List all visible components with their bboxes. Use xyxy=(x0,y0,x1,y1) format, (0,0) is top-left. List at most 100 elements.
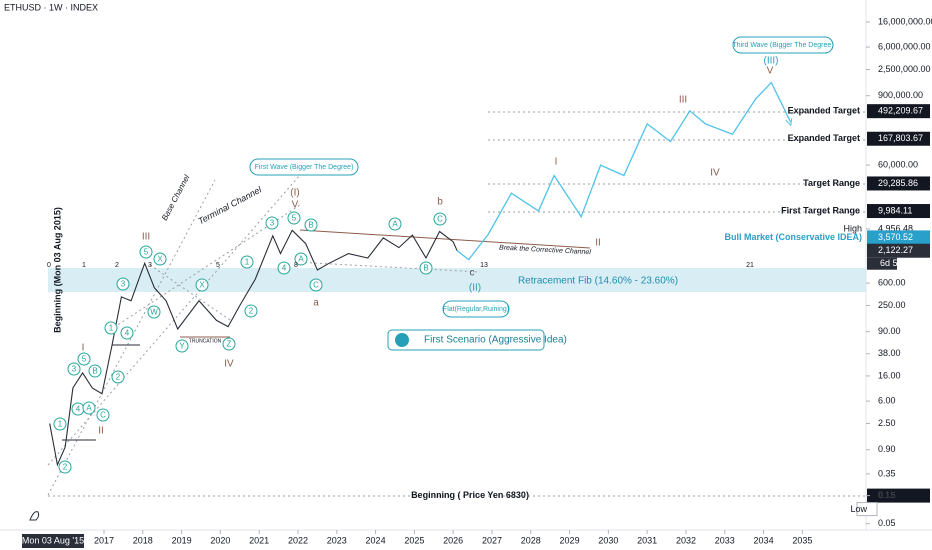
wave-label: W xyxy=(150,308,158,317)
marker-name: Low xyxy=(850,504,867,514)
annotation: Break the Corrective Channel xyxy=(499,244,592,256)
price-tag xyxy=(867,488,930,503)
y-tick-label: 6,000,000.00 xyxy=(878,41,931,51)
wave-label: 2 xyxy=(63,463,68,472)
corrective-channel xyxy=(299,229,591,249)
price-tag xyxy=(867,176,930,191)
wave-label: b xyxy=(437,197,443,208)
wave-circle xyxy=(175,339,189,353)
fib-time-label: 0 xyxy=(47,262,51,269)
y-tick-label: 0.35 xyxy=(878,468,896,478)
x-tick-label: 2033 xyxy=(715,535,735,545)
price-tag-label: 9,984.11 xyxy=(878,205,912,215)
terminal-channel-line xyxy=(47,174,301,466)
wave-label: 4 xyxy=(125,329,130,338)
x-tick-label: 2022 xyxy=(288,535,308,545)
wave-label: A xyxy=(86,404,92,413)
fib-time-label: 1 xyxy=(82,262,86,269)
wave-circle xyxy=(147,305,161,319)
wave-circle xyxy=(304,218,318,232)
price-tag-label: 167,803.67 xyxy=(878,133,923,143)
wave-circle xyxy=(433,212,447,226)
price-label: 4,956.48 xyxy=(878,223,913,233)
scenario-icon xyxy=(395,333,409,347)
x-tick-label: 2035 xyxy=(792,535,812,545)
wave-circle xyxy=(195,278,209,292)
price-line xyxy=(49,229,458,467)
price-tag-label: 0.15 xyxy=(878,490,896,500)
fib-time-label: 2 xyxy=(115,262,119,269)
marker-name: Target Range xyxy=(803,178,860,188)
low-box xyxy=(856,502,878,517)
fib-time-label: 8 xyxy=(294,262,298,269)
x-tick-label: 2023 xyxy=(327,535,347,545)
wave-label: A xyxy=(298,255,304,264)
wave-circle xyxy=(309,278,323,292)
countdown: 6d 5h xyxy=(880,258,903,268)
wave-label: C xyxy=(313,281,319,290)
marker-name: Beginning ( Price Yen 6830) xyxy=(411,490,529,500)
wave-label: I xyxy=(555,157,558,168)
annotation: Flat(Regular,Ruining) xyxy=(443,306,509,313)
x-tick-label: 2028 xyxy=(521,535,541,545)
wave-circle xyxy=(58,460,72,474)
wave-circle xyxy=(287,211,301,225)
wave-label: II xyxy=(98,426,104,437)
wave-label: C xyxy=(437,215,443,224)
fib-time-label: 13 xyxy=(480,262,488,269)
y-tick-label: 90.00 xyxy=(878,326,901,336)
price-tag xyxy=(867,131,930,146)
annotation: First Wave (Bigger The Degree) xyxy=(255,164,354,171)
x-tick-label: 2021 xyxy=(249,535,269,545)
x-tick-label: 2020 xyxy=(210,535,230,545)
y-tick-label: 60,000.00 xyxy=(878,159,918,169)
wave-circle xyxy=(77,352,91,366)
wave-label: Z xyxy=(227,340,232,349)
annotation: Retracement Fib (14.60% - 23.60%) xyxy=(518,276,678,287)
wave-label: B xyxy=(92,367,97,376)
wave-circle xyxy=(82,401,96,415)
wave-label: B xyxy=(308,221,313,230)
wave-circle xyxy=(53,417,67,431)
x-tick-label: 2032 xyxy=(676,535,696,545)
wave-label: a xyxy=(313,298,319,309)
wave-label: III xyxy=(679,95,687,106)
wave-label: IV xyxy=(710,168,720,179)
wave-label: IV xyxy=(224,359,234,370)
wave-circle xyxy=(265,216,279,230)
y-tick-label: 16,000,000.00 xyxy=(878,16,932,26)
logo xyxy=(29,511,40,521)
y-tick-label: 900,000.00 xyxy=(878,90,923,100)
wave-circle xyxy=(88,364,102,378)
wave-label: 5 xyxy=(144,248,149,257)
annotation-box xyxy=(732,36,834,54)
crosshair-date: Mon 03 Aug '15 xyxy=(22,535,84,545)
wave-label: X xyxy=(157,255,163,264)
wave-circle xyxy=(244,304,258,318)
chart-title: ETHUSD · 1W · INDEX xyxy=(4,2,98,12)
x-tick-label: 2030 xyxy=(598,535,618,545)
channel-line xyxy=(294,261,481,273)
y-tick-label: 0.90 xyxy=(878,444,896,454)
y-tick-label: 38.00 xyxy=(878,348,901,358)
x-tick-label: 2024 xyxy=(366,535,386,545)
x-tick-label: 2018 xyxy=(133,535,153,545)
y-tick-label: 0.05 xyxy=(878,518,896,528)
wave-circle xyxy=(222,337,236,351)
wave-label: 2 xyxy=(249,307,254,316)
wave-label: A xyxy=(392,220,398,229)
wave-label: (I) xyxy=(290,188,299,199)
wave-label: III xyxy=(142,232,150,243)
wave-circle xyxy=(419,261,433,275)
y-tick-label: 2.50 xyxy=(878,418,896,428)
wave-circle xyxy=(139,245,153,259)
x-tick-label: 2029 xyxy=(560,535,580,545)
wave-label: Y xyxy=(179,342,185,351)
wave-label: 3 xyxy=(72,365,77,374)
wave-label: 4 xyxy=(76,405,81,414)
countdown-box xyxy=(867,257,897,270)
x-tick-label: 2019 xyxy=(172,535,192,545)
retracement-zone xyxy=(48,268,866,292)
wave-label: 5 xyxy=(82,355,87,364)
wave-circle xyxy=(240,255,254,269)
